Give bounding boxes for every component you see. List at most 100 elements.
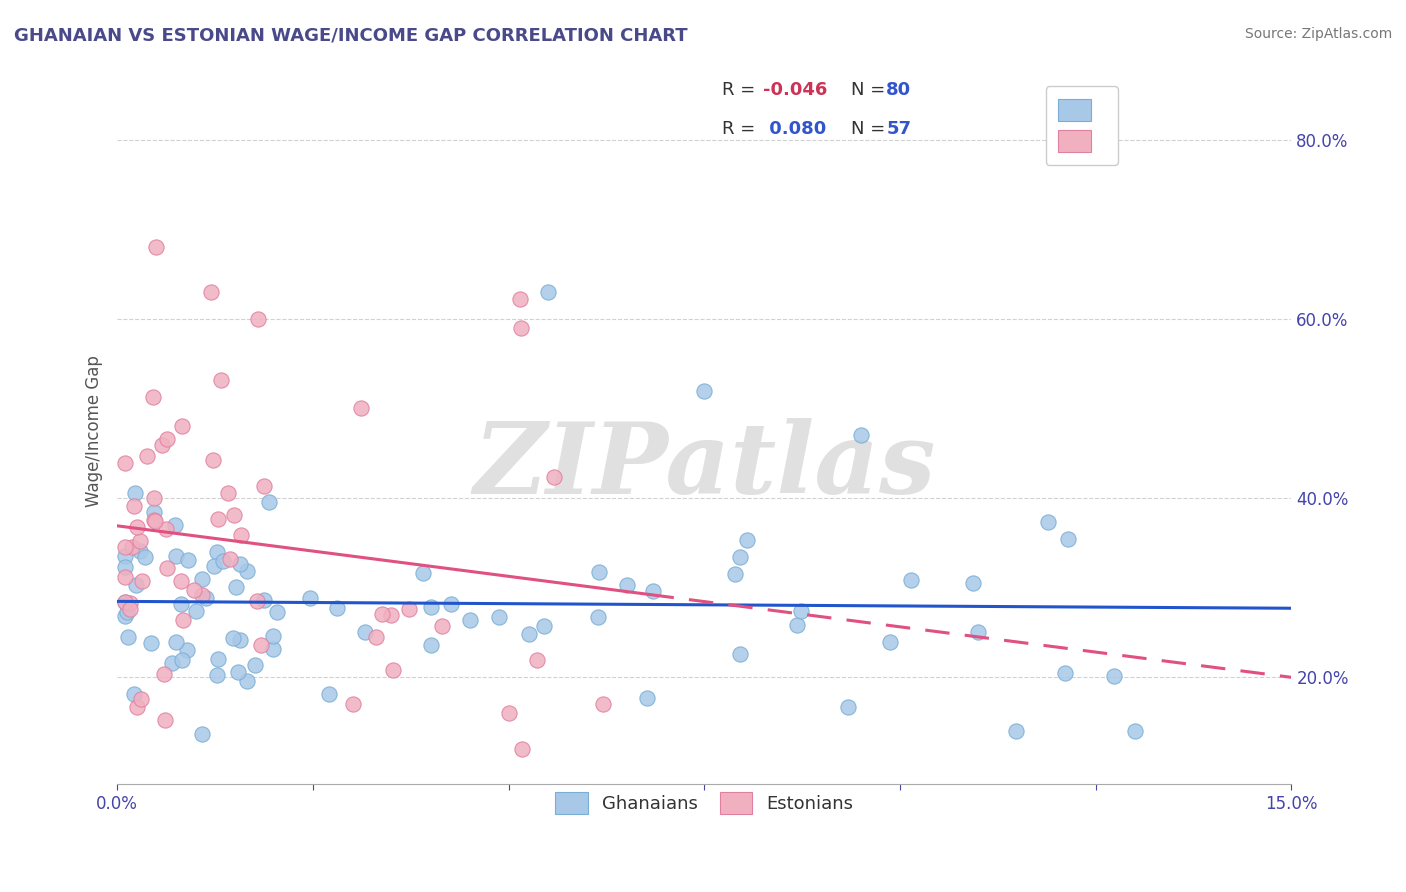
Point (1036, 515, 1059, 529)
Point (693, 384, 716, 398)
Point (124, 578, 146, 592)
Point (129, 544, 152, 558)
Point (184, 604, 207, 618)
Point (115, 605, 138, 619)
Point (145, 240, 167, 254)
Point (205, 668, 228, 682)
Point (257, 495, 280, 509)
Point (381, 663, 404, 677)
Point (170, 597, 193, 611)
Point (226, 665, 249, 679)
Point (165, 549, 187, 563)
Point (118, 596, 141, 610)
Point (724, 566, 747, 581)
Point (380, 607, 402, 622)
Point (225, 580, 247, 594)
Point (169, 574, 191, 588)
Point (236, 674, 259, 689)
Point (201, 453, 224, 467)
Point (262, 629, 284, 643)
Point (349, 401, 371, 415)
Point (371, 607, 394, 621)
Point (786, 617, 808, 632)
Point (143, 491, 166, 506)
Text: 0.080: 0.080 (763, 120, 827, 138)
Point (326, 601, 349, 615)
Point (150, 438, 173, 452)
Point (207, 512, 229, 526)
Point (735, 533, 758, 547)
Point (246, 593, 269, 607)
Point (790, 604, 813, 618)
Point (636, 691, 658, 706)
Point (250, 638, 273, 652)
Point (243, 657, 266, 672)
Text: N =: N = (851, 120, 891, 138)
Point (125, 520, 148, 534)
Point (510, 321, 533, 335)
Point (299, 591, 322, 605)
Point (342, 697, 364, 711)
Point (517, 626, 540, 640)
Point (262, 641, 284, 656)
Point (160, 657, 183, 671)
Point (122, 499, 145, 513)
Point (172, 613, 194, 627)
Point (412, 566, 434, 580)
Point (217, 485, 239, 500)
Point (207, 652, 229, 666)
Point (533, 619, 555, 633)
Point (156, 561, 179, 575)
Point (114, 560, 136, 574)
Text: N =: N = (851, 81, 891, 99)
Point (212, 554, 235, 568)
Point (209, 373, 232, 387)
Point (194, 591, 217, 605)
Point (172, 653, 194, 667)
Point (114, 456, 136, 470)
Point (143, 505, 166, 519)
Point (728, 549, 751, 564)
Point (114, 569, 136, 583)
Point (526, 653, 548, 667)
Point (121, 540, 143, 554)
Point (114, 540, 136, 554)
Legend: Ghanaians, Estonians: Ghanaians, Estonians (544, 781, 865, 825)
Point (128, 533, 150, 548)
Point (200, 285, 222, 300)
Point (1102, 668, 1125, 682)
Point (420, 600, 443, 615)
Text: ZIPatlas: ZIPatlas (474, 418, 935, 515)
Point (1005, 723, 1028, 738)
Text: R =: R = (721, 81, 761, 99)
Point (218, 552, 240, 566)
Point (191, 572, 214, 586)
Point (143, 515, 166, 529)
Point (118, 602, 141, 616)
Point (1057, 532, 1080, 546)
Point (176, 643, 198, 657)
Point (153, 667, 176, 681)
Text: Source: ZipAtlas.com: Source: ZipAtlas.com (1244, 27, 1392, 41)
Point (135, 450, 157, 464)
Point (222, 508, 245, 523)
Point (537, 285, 560, 300)
Text: R =: R = (721, 120, 761, 138)
Point (616, 578, 638, 592)
Point (229, 558, 252, 572)
Point (129, 691, 152, 706)
Point (962, 576, 984, 591)
Point (131, 574, 153, 588)
Point (253, 479, 276, 493)
Point (202, 559, 225, 574)
Point (114, 609, 136, 624)
Point (229, 528, 252, 542)
Point (156, 432, 179, 446)
Point (142, 390, 165, 404)
Point (134, 550, 156, 565)
Text: 57: 57 (886, 120, 911, 138)
Point (153, 713, 176, 727)
Text: GHANAIAN VS ESTONIAN WAGE/INCOME GAP CORRELATION CHART: GHANAIAN VS ESTONIAN WAGE/INCOME GAP COR… (14, 27, 688, 45)
Point (247, 312, 270, 326)
Point (228, 633, 250, 648)
